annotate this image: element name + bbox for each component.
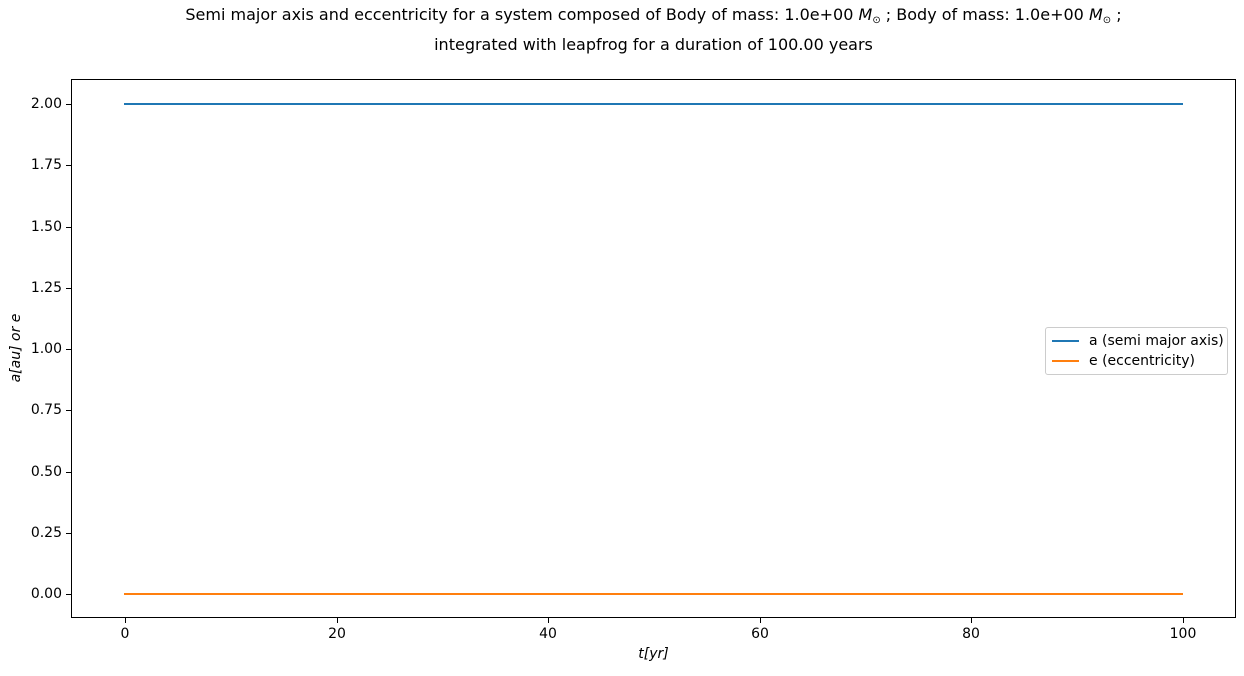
y-tick-mark (66, 165, 71, 166)
x-tick-mark (548, 618, 549, 623)
x-tick-label: 60 (751, 626, 769, 642)
legend-line-sample-e (1052, 360, 1079, 362)
y-axis-label: a[au] or e (8, 313, 24, 383)
y-tick-label: 0.50 (30, 464, 62, 480)
x-tick-mark (760, 618, 761, 623)
y-tick-label: 1.00 (30, 341, 62, 357)
title-line-2: integrated with leapfrog for a duration … (434, 35, 873, 54)
y-tick-mark (66, 533, 71, 534)
y-tick-label: 0.00 (30, 586, 62, 602)
mass-symbol: M (1088, 5, 1103, 24)
x-tick-mark (971, 618, 972, 623)
legend-entry-e: e (eccentricity) (1052, 351, 1221, 371)
y-tick-label: 1.75 (30, 157, 62, 173)
title-line-1: Semi major axis and eccentricity for a s… (71, 3, 1236, 33)
x-tick-label: 80 (962, 626, 980, 642)
solar-mass-symbol: ⊙ (872, 15, 881, 26)
x-tick-label: 0 (120, 626, 130, 642)
y-tick-mark (66, 594, 71, 595)
x-tick-label: 40 (539, 626, 557, 642)
title-text-segment: ; Body of mass: 1.0e+00 (880, 5, 1089, 24)
x-axis-label: t[yr] (638, 646, 669, 662)
y-tick-mark (66, 104, 71, 105)
solar-mass-symbol: ⊙ (1102, 15, 1112, 26)
legend-label: e (eccentricity) (1089, 353, 1195, 369)
y-tick-label: 0.75 (30, 402, 62, 418)
title-text-segment: ; (1111, 5, 1122, 24)
mass-symbol: M (858, 5, 873, 24)
plot-area (71, 79, 1236, 618)
legend-line-sample-a (1052, 340, 1079, 342)
series-line-a (124, 103, 1183, 105)
x-tick-mark (125, 618, 126, 623)
y-tick-label: 1.50 (30, 219, 62, 235)
x-tick-mark (1183, 618, 1184, 623)
y-tick-label: 2.00 (30, 96, 62, 112)
y-tick-mark (66, 472, 71, 473)
legend-entry-a: a (semi major axis) (1052, 331, 1224, 351)
x-tick-mark (337, 618, 338, 623)
x-tick-label: 20 (328, 626, 346, 642)
y-tick-mark (66, 410, 71, 411)
y-tick-mark (66, 349, 71, 350)
legend: a (semi major axis) e (eccentricity) (1045, 327, 1228, 375)
y-tick-label: 0.25 (30, 525, 62, 541)
y-tick-label: 1.25 (30, 280, 62, 296)
series-line-e (124, 593, 1183, 595)
y-tick-mark (66, 227, 71, 228)
title-text-segment: Semi major axis and eccentricity for a s… (185, 5, 859, 24)
y-tick-mark (66, 288, 71, 289)
chart-title: Semi major axis and eccentricity for a s… (71, 3, 1236, 57)
legend-label: a (semi major axis) (1089, 333, 1224, 349)
x-tick-label: 100 (1169, 626, 1197, 642)
